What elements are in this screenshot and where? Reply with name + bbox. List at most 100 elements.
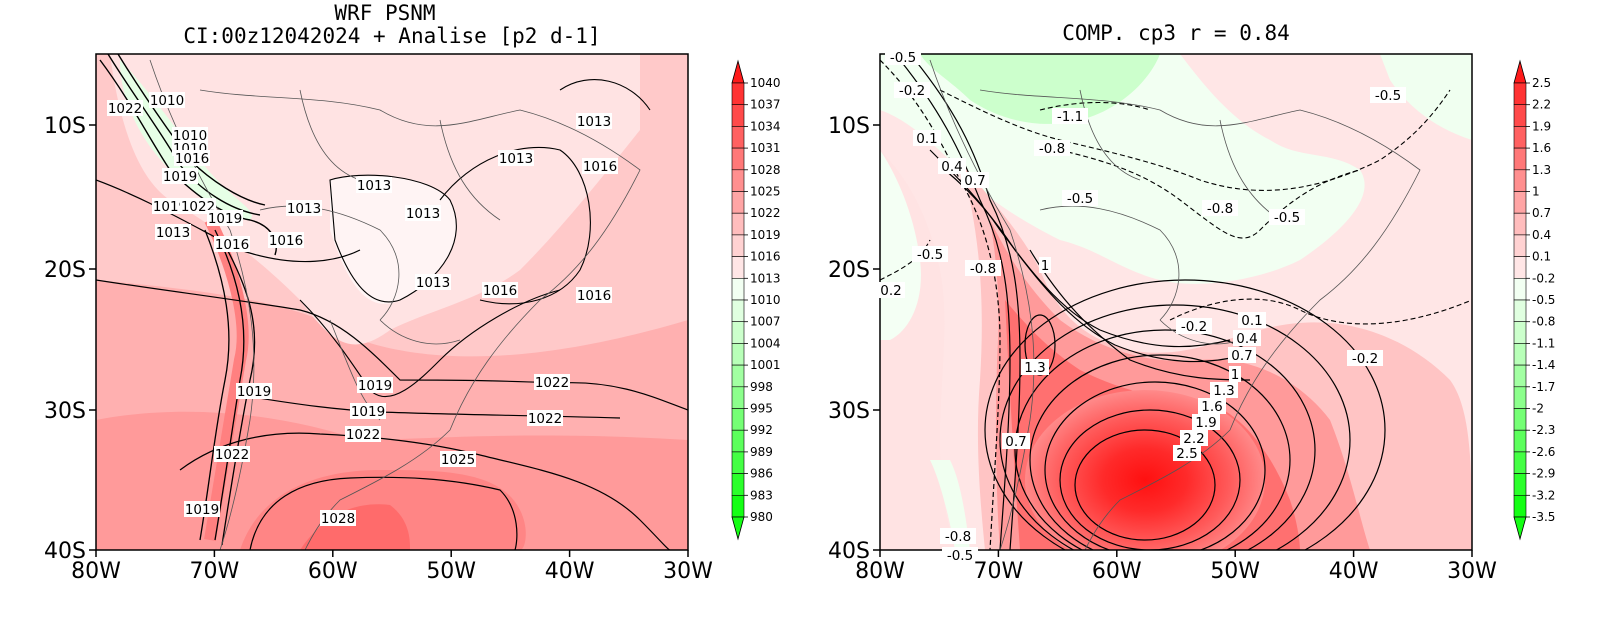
left-contour-label-bg [268, 232, 304, 248]
left-colorbar-segment [731, 104, 745, 127]
right-contour-label: 1.9 [1195, 415, 1216, 431]
left-contour-label: 1013 [156, 225, 190, 241]
right-colorbar-label: 0.7 [1532, 206, 1551, 220]
left-contour-label-bg [107, 100, 143, 116]
right-colorbar-label: 1.9 [1532, 119, 1551, 133]
right-contour-label: 0.4 [941, 159, 962, 175]
right-contour-label: 2.2 [1183, 431, 1204, 447]
left-colorbar-segment [731, 343, 745, 366]
left-contour-label: 1013 [287, 201, 321, 217]
right-colorbar-segment [1513, 147, 1527, 171]
right-colorbar-segment [1513, 234, 1527, 257]
right-colorbar-label: -2.9 [1532, 467, 1555, 481]
left-contour-label: 1019 [358, 378, 392, 394]
left-colorbar-label: 1022 [750, 206, 781, 220]
right-contour-label: -0.5 [1067, 191, 1093, 207]
right-contour-label-bg [1180, 430, 1208, 446]
right-contour-label-bg [1202, 200, 1238, 216]
left-contour-label: 1019 [163, 169, 197, 185]
left-colorbar-label: 989 [750, 445, 773, 459]
right-y-tick-label: 10S [828, 114, 870, 139]
left-x-tick-label: 70W [190, 559, 240, 584]
right-contour-label-bg [1062, 190, 1098, 206]
left-contour-label: 1016 [577, 288, 611, 304]
right-colorbar-label: 1.3 [1532, 163, 1551, 177]
right-contour-label-bg [1233, 330, 1261, 346]
right-colorbar-label: -0.5 [1532, 293, 1555, 307]
right-contour-label: 1.6 [1201, 399, 1222, 415]
right-colorbar-segment [1513, 321, 1527, 344]
right-contour-label: -0.5 [917, 247, 943, 263]
left-colorbar-top-arrow [731, 59, 745, 84]
right-contour-label-bg [1229, 366, 1241, 382]
right-colorbar-segment [1513, 277, 1527, 301]
left-contour-label-bg [357, 377, 393, 393]
left-contour-label-bg [498, 150, 534, 166]
right-colorbar-segment [1513, 408, 1527, 431]
left-x-tick-label: 40W [545, 559, 595, 584]
left-colorbar-label: 998 [750, 380, 773, 394]
right-colorbar-segment [1513, 126, 1527, 149]
left-colorbar-segment [731, 299, 745, 323]
left-colorbar-segment [731, 473, 745, 496]
right-x-axis: 80W 70W 60W 50W 40W 30W [855, 550, 1497, 584]
left-contour-label: 1028 [321, 511, 355, 527]
left-y-tick-label: 10S [44, 114, 86, 139]
left-contour-label: 1019 [237, 384, 271, 400]
left-colorbar: 1040 1037 1034 1031 1028 1025 1022 1019 1016 1013… [731, 59, 781, 541]
right-contour-label-bg [1370, 87, 1406, 103]
left-contour-label-bg [214, 446, 250, 462]
right-colorbar-label: 2.2 [1532, 98, 1551, 112]
right-contour-label: 0.1 [1241, 313, 1262, 329]
right-y-tick-label: 20S [828, 258, 870, 283]
right-contour-label-bg [1002, 433, 1030, 449]
right-contour-label: -0.8 [970, 261, 996, 277]
left-colorbar-segment [731, 126, 745, 149]
left-x-tick-label: 80W [71, 559, 121, 584]
left-map-panel: WRF PSNM CI:00z12042024 + Analise [p2 d-… [44, 1, 781, 584]
right-contour-label: 1.3 [1024, 360, 1045, 376]
right-x-tick-label: 70W [974, 559, 1024, 584]
left-contour-label: 1016 [583, 159, 617, 175]
right-colorbar-label: 0.1 [1532, 250, 1551, 264]
left-title-line1: WRF PSNM [334, 1, 435, 25]
left-y-tick-label: 20S [44, 258, 86, 283]
left-contour-label: 1022 [108, 101, 142, 117]
right-contour-label: 0.1 [916, 131, 937, 147]
right-contour-label: -0.2 [1352, 351, 1378, 367]
left-contour-label-bg [482, 282, 518, 298]
right-colorbar-label: 2.5 [1532, 76, 1551, 90]
left-colorbar-label: 1019 [750, 228, 781, 242]
left-colorbar-label: 980 [750, 510, 773, 524]
right-colorbar-label: -2.3 [1532, 423, 1555, 437]
left-colorbar-segment [731, 191, 745, 214]
right-colorbar-segment [1513, 494, 1527, 518]
left-contour-label: 1016 [483, 283, 517, 299]
left-colorbar-segment [731, 321, 745, 344]
right-contour-label-bg [938, 158, 966, 174]
left-map-frame [95, 53, 689, 551]
left-contour-label-bg [174, 150, 210, 166]
left-colorbar-segment [731, 408, 745, 431]
left-contour-label: 1022 [215, 447, 249, 463]
right-contour-label: -0.8 [1207, 201, 1233, 217]
left-contour-label: 1013 [357, 178, 391, 194]
left-contour-label: 1013 [416, 275, 450, 291]
right-colorbar-label: 1.6 [1532, 141, 1551, 155]
right-colorbar-segment [1513, 343, 1527, 366]
right-contour-label-bg [1039, 257, 1051, 273]
right-contour-label-bg [877, 282, 905, 298]
right-x-tick-label: 40W [1329, 559, 1379, 584]
left-y-axis: 10S 20S 30S 40S [44, 114, 96, 564]
left-contour-label-bg [172, 127, 208, 143]
right-colorbar-segment [1513, 451, 1527, 474]
right-country-borders [929, 59, 1421, 550]
left-contour-label: 1022 [535, 375, 569, 391]
right-contour-label-bg [940, 528, 976, 544]
left-colorbar-label: 1016 [750, 250, 781, 264]
left-colorbar-label: 992 [750, 423, 773, 437]
left-contour-label: 1013 [499, 151, 533, 167]
right-contour-label: 0.7 [1005, 434, 1026, 450]
right-colorbar-label: 1 [1532, 185, 1540, 199]
left-contour-label: 1022 [346, 427, 380, 443]
